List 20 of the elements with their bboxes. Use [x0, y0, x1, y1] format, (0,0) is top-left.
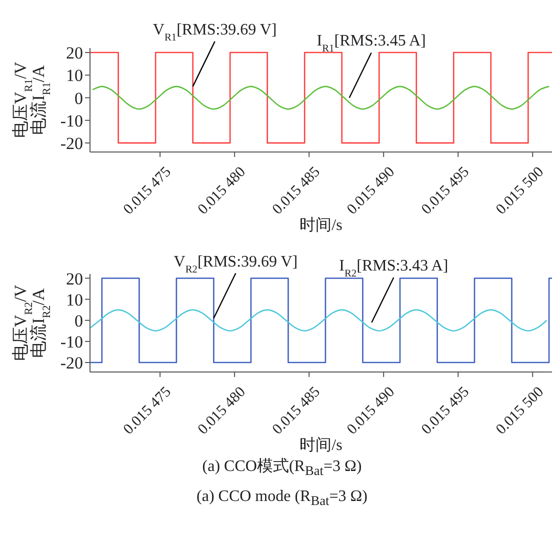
y-tick-label: 0	[74, 88, 83, 108]
y-tick-label: 10	[66, 290, 83, 310]
line-series	[90, 309, 548, 332]
y-tick-label: 20	[66, 269, 83, 288]
y-tick-label: 0	[74, 311, 83, 330]
x-axis-title: 时间/s	[300, 436, 342, 454]
y-tick-label: -10	[60, 111, 83, 130]
x-axis-title: 时间/s	[300, 216, 342, 234]
annotation: I$_{R1}$[RMS:3.45 A]	[316, 32, 426, 54]
text: (a) CCO模式(R$_{Bat}$=3 Ω)	[201, 456, 363, 480]
y-tick-label: 20	[66, 44, 83, 63]
y-tick-label: -10	[60, 332, 83, 352]
y-tick-label: -20	[60, 134, 83, 153]
y-tick-label: 10	[66, 66, 83, 86]
annotation: I$_{R2}$[RMS:3.43 A]	[339, 257, 448, 279]
text: (a) CCO mode (R$_{Bat}$=3 Ω)	[196, 487, 368, 510]
annotation: V$_{R1}$[RMS:39.69 V]	[152, 21, 277, 43]
annotation: V$_{R2}$[RMS:39.69 V]	[174, 253, 298, 275]
line-series	[92, 86, 550, 110]
y-tick-label: -20	[60, 354, 83, 373]
